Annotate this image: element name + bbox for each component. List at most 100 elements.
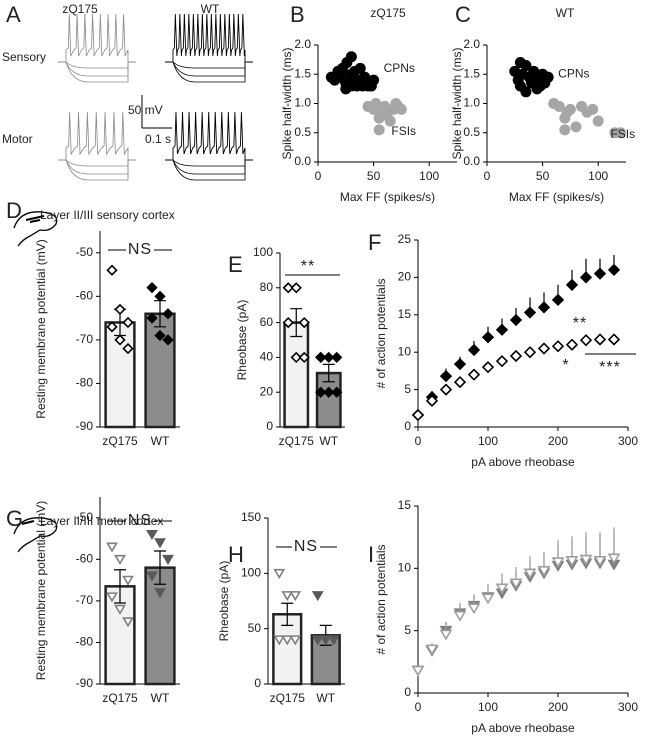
- annotation: NS: [128, 512, 152, 529]
- annotation: **: [573, 315, 587, 332]
- y-tick-label: 0: [254, 676, 261, 690]
- error-bar: [154, 550, 166, 585]
- y-tick-label: 100: [241, 566, 261, 580]
- x-tick-label: WT: [151, 434, 170, 448]
- panel-letter: I: [368, 542, 374, 567]
- y-tick-label: 50: [248, 621, 262, 635]
- point: [327, 635, 340, 646]
- point: [481, 361, 495, 374]
- point: [607, 333, 621, 346]
- point: [281, 635, 294, 646]
- point: [565, 556, 579, 567]
- point: [467, 603, 481, 615]
- point: [106, 264, 118, 276]
- x-tick-label: 100: [588, 169, 608, 183]
- point: [162, 308, 174, 320]
- x-tick-label: 0: [415, 700, 422, 714]
- error-bar: [114, 569, 126, 604]
- point: [587, 103, 599, 115]
- y-axis-label: # of action potentials: [374, 278, 388, 388]
- y-tick-label: 0: [404, 419, 411, 433]
- point: [607, 553, 621, 565]
- y-tick-label: 60: [260, 315, 274, 329]
- x-tick-label: 0: [484, 169, 491, 183]
- point: [481, 331, 495, 344]
- x-tick-label: 200: [548, 700, 568, 714]
- y-axis-label: # of action potentials: [374, 544, 388, 654]
- y-tick-label: 1.0: [463, 96, 480, 110]
- point: [368, 74, 380, 86]
- series-label: CPNs: [384, 61, 415, 75]
- point: [607, 263, 621, 277]
- y-tick-label: 20: [260, 384, 274, 398]
- scale-label: 50 mV: [128, 103, 163, 117]
- y-tick-label: -60: [76, 289, 94, 303]
- point: [323, 351, 335, 364]
- x-axis-label: Max FF (spikes/s): [509, 190, 604, 204]
- y-tick-label: 0: [266, 419, 273, 433]
- y-axis-label: Resting membrane potential (mV): [34, 501, 48, 680]
- point: [298, 351, 310, 364]
- y-tick-label: -70: [76, 332, 94, 346]
- x-tick-label: zQ175: [102, 691, 138, 705]
- point: [114, 334, 126, 346]
- y-tick-label: 80: [260, 280, 274, 294]
- y-tick-label: 0.5: [463, 125, 480, 139]
- y-tick-label: 15: [398, 307, 412, 321]
- point: [523, 306, 537, 319]
- annotation: *: [562, 357, 569, 374]
- x-axis-label: Max FF (spikes/s): [340, 190, 435, 204]
- point: [565, 338, 579, 351]
- point: [146, 281, 158, 294]
- point: [154, 329, 166, 342]
- point: [162, 554, 174, 565]
- y-tick-label: 40: [260, 350, 274, 364]
- x-tick-label: 50: [367, 169, 381, 183]
- scale-label: 0.1 s: [145, 132, 171, 146]
- x-tick-label: 200: [548, 434, 568, 448]
- point: [542, 71, 554, 83]
- point: [565, 278, 579, 292]
- x-tick-label: 0: [415, 434, 422, 448]
- point: [559, 124, 571, 136]
- trace: [58, 61, 136, 77]
- y-tick-label: 0: [404, 685, 411, 699]
- y-tick-label: 1.5: [294, 66, 311, 80]
- point: [481, 593, 495, 605]
- trace: [58, 111, 136, 161]
- y-tick-label: 0.0: [294, 154, 311, 168]
- point: [570, 121, 582, 133]
- point: [425, 394, 439, 407]
- row-label: Motor: [2, 132, 33, 146]
- point: [370, 98, 382, 109]
- point: [114, 303, 126, 316]
- x-tick-label: 300: [618, 700, 638, 714]
- x-tick-label: zQ175: [279, 434, 315, 448]
- point: [411, 665, 425, 677]
- point: [579, 334, 593, 347]
- point: [106, 542, 118, 553]
- voltage-traces: [58, 13, 253, 181]
- y-tick-label: -90: [76, 676, 94, 690]
- y-tick-label: 1.5: [463, 66, 480, 80]
- point: [411, 408, 425, 422]
- annotation: **: [301, 258, 315, 275]
- point: [315, 351, 327, 364]
- point: [154, 588, 166, 599]
- brain-icon: [13, 517, 58, 553]
- trace: [58, 13, 136, 63]
- trace: [165, 111, 253, 161]
- x-tick-label: WT: [319, 434, 338, 448]
- x-tick-label: 50: [536, 169, 550, 183]
- trace: [165, 13, 253, 63]
- y-tick-label: 20: [398, 270, 412, 284]
- point: [354, 62, 366, 74]
- series-label: CPNs: [558, 67, 589, 81]
- y-tick-label: 5: [404, 623, 411, 637]
- annotation: NS: [128, 241, 152, 258]
- point: [281, 591, 294, 602]
- x-tick-label: WT: [316, 691, 335, 705]
- y-tick-label: 1.0: [294, 96, 311, 110]
- x-tick-label: 100: [419, 169, 439, 183]
- point: [528, 65, 540, 77]
